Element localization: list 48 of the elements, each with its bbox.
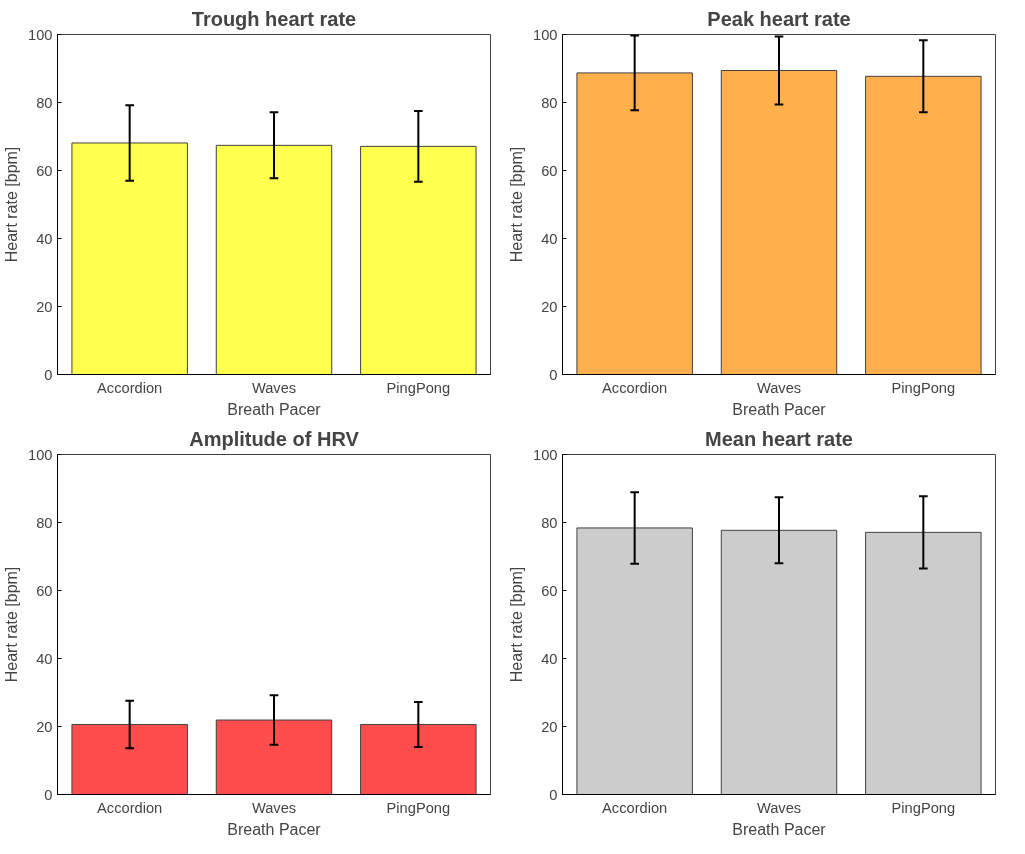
y-tick-label: 0 xyxy=(44,366,53,383)
y-tick-label: 80 xyxy=(36,514,53,531)
y-axis-title: Heart rate [bpm] xyxy=(508,146,526,263)
y-tick-label: 40 xyxy=(36,230,53,247)
y-tick-label: 40 xyxy=(541,650,558,667)
x-tick-label: Accordion xyxy=(602,379,668,396)
y-tick-label: 80 xyxy=(541,514,558,531)
x-tick-label: Waves xyxy=(251,379,297,396)
x-axis-title: Breath Pacer xyxy=(732,820,827,838)
x-axis-title: Breath Pacer xyxy=(227,400,322,418)
y-tick-label: 100 xyxy=(533,446,558,463)
y-axis-title: Heart rate [bpm] xyxy=(508,566,526,683)
y-tick-label: 60 xyxy=(36,582,53,599)
y-tick-label: 40 xyxy=(541,230,558,247)
x-axis-title: Breath Pacer xyxy=(227,820,322,838)
x-tick-label: Accordion xyxy=(97,379,163,396)
chart-title: Amplitude of HRV xyxy=(189,427,360,450)
y-tick-label: 20 xyxy=(36,718,53,735)
x-tick-label: Accordion xyxy=(97,799,163,816)
y-tick-label: 100 xyxy=(533,26,558,43)
x-tick-label: PingPong xyxy=(386,379,451,396)
x-tick-label: PingPong xyxy=(386,799,451,816)
y-axis-title: Heart rate [bpm] xyxy=(3,566,21,683)
y-tick-label: 20 xyxy=(36,298,53,315)
y-tick-label: 80 xyxy=(36,94,53,111)
y-tick-label: 40 xyxy=(36,650,53,667)
y-tick-label: 60 xyxy=(541,162,558,179)
x-tick-label: PingPong xyxy=(891,379,956,396)
y-tick-label: 20 xyxy=(541,718,558,735)
y-tick-label: 60 xyxy=(36,162,53,179)
chart-title: Mean heart rate xyxy=(705,427,853,450)
y-tick-label: 100 xyxy=(28,26,53,43)
x-tick-label: Accordion xyxy=(602,799,668,816)
x-tick-label: Waves xyxy=(756,799,802,816)
x-axis-title: Breath Pacer xyxy=(732,400,827,418)
y-axis-title: Heart rate [bpm] xyxy=(3,146,21,263)
y-tick-label: 60 xyxy=(541,582,558,599)
y-tick-label: 80 xyxy=(541,94,558,111)
chart-title: Peak heart rate xyxy=(707,7,851,30)
x-tick-label: PingPong xyxy=(891,799,956,816)
y-tick-label: 100 xyxy=(28,446,53,463)
y-tick-label: 0 xyxy=(549,786,558,803)
x-tick-label: Waves xyxy=(251,799,297,816)
y-tick-label: 0 xyxy=(44,786,53,803)
y-tick-label: 0 xyxy=(549,366,558,383)
chart-title: Trough heart rate xyxy=(191,7,357,30)
y-tick-label: 20 xyxy=(541,298,558,315)
x-tick-label: Waves xyxy=(756,379,802,396)
